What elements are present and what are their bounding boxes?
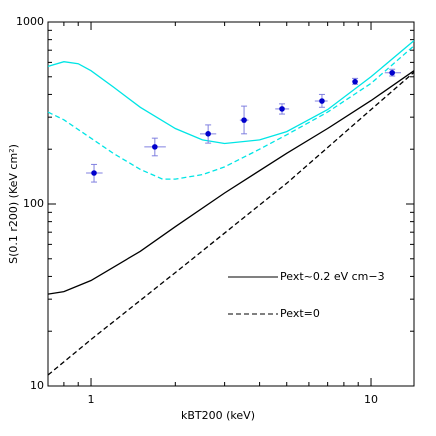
data-point <box>352 78 358 85</box>
x-tick-label: 10 <box>364 393 378 406</box>
legend-label: Pext=0 <box>280 307 320 320</box>
y-tick-label: 100 <box>23 197 44 210</box>
y-tick-label: 1000 <box>16 15 44 28</box>
y-axis-label: S(0.1 r200) (KeV cm²) <box>7 144 20 264</box>
x-tick-label: 1 <box>88 393 95 406</box>
data-point <box>152 144 158 150</box>
curve <box>47 45 415 180</box>
legend-label: Pext~0.2 eV cm−3 <box>280 270 385 283</box>
curve <box>47 40 415 145</box>
plot-frame <box>47 21 415 387</box>
curve <box>47 71 415 376</box>
curve <box>47 70 415 295</box>
data-point <box>91 170 97 176</box>
data-point <box>205 131 211 137</box>
data-point <box>279 106 285 112</box>
data-point <box>319 98 325 104</box>
data-point <box>389 69 395 76</box>
y-tick-label: 10 <box>30 379 44 392</box>
data-point <box>241 117 247 123</box>
x-axis-label: kBT200 (keV) <box>181 409 255 422</box>
